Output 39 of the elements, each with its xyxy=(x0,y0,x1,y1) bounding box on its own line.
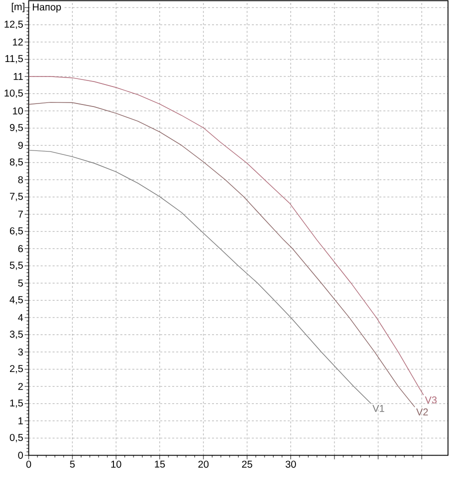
y-tick-label: 11 xyxy=(14,73,23,80)
series-label: V1 xyxy=(372,404,384,412)
series-label: V3 xyxy=(424,396,437,404)
y-tick-label: 1 xyxy=(18,417,23,424)
x-tick-label: 0 xyxy=(26,460,32,468)
y-tick-label: 12,5 xyxy=(4,20,23,29)
y-tick-label: 9 xyxy=(18,142,23,149)
y-tick-label: 9,5 xyxy=(10,124,23,132)
y-tick-label: 12 xyxy=(12,38,23,46)
y-tick-label: 4,5 xyxy=(10,296,23,304)
y-tick-label: 7 xyxy=(18,210,23,218)
y-tick-label: 4 xyxy=(18,314,24,321)
y-tick-label: 10,5 xyxy=(4,90,23,98)
y-tick-label: 0,5 xyxy=(10,434,23,442)
y-tick-label: 8,5 xyxy=(10,158,23,167)
y-tick-label: 7,5 xyxy=(10,192,23,202)
y-tick-label: 5 xyxy=(18,280,23,287)
y-tick-label: 5,5 xyxy=(10,262,23,270)
x-tick-label: 15 xyxy=(154,460,165,468)
y-tick-label: 1,5 xyxy=(10,400,23,408)
y-tick-label: 2 xyxy=(18,382,23,390)
y-tick-label: 6 xyxy=(18,245,23,252)
x-tick-label: 5 xyxy=(70,460,75,468)
y-tick-label: 6,5 xyxy=(10,227,23,236)
x-tick-label: 25 xyxy=(242,460,252,468)
y-tick-label: 2,5 xyxy=(10,365,23,374)
x-tick-label: 30 xyxy=(286,460,296,468)
x-tick-label: 10 xyxy=(111,460,122,468)
y-tick-label: 8 xyxy=(18,176,23,184)
y-tick-label: 10 xyxy=(12,107,23,114)
y-tick-label: 3 xyxy=(18,348,23,356)
y-tick-label: 0 xyxy=(18,452,23,459)
y-axis-title: [m] xyxy=(12,2,24,12)
chart-title: Напор xyxy=(32,4,61,13)
y-tick-label: 3,5 xyxy=(10,330,23,339)
x-tick-label: 20 xyxy=(198,460,209,468)
line-series xyxy=(28,150,372,404)
series-label: V2 xyxy=(416,408,428,416)
y-tick-label: 11,5 xyxy=(5,55,23,64)
